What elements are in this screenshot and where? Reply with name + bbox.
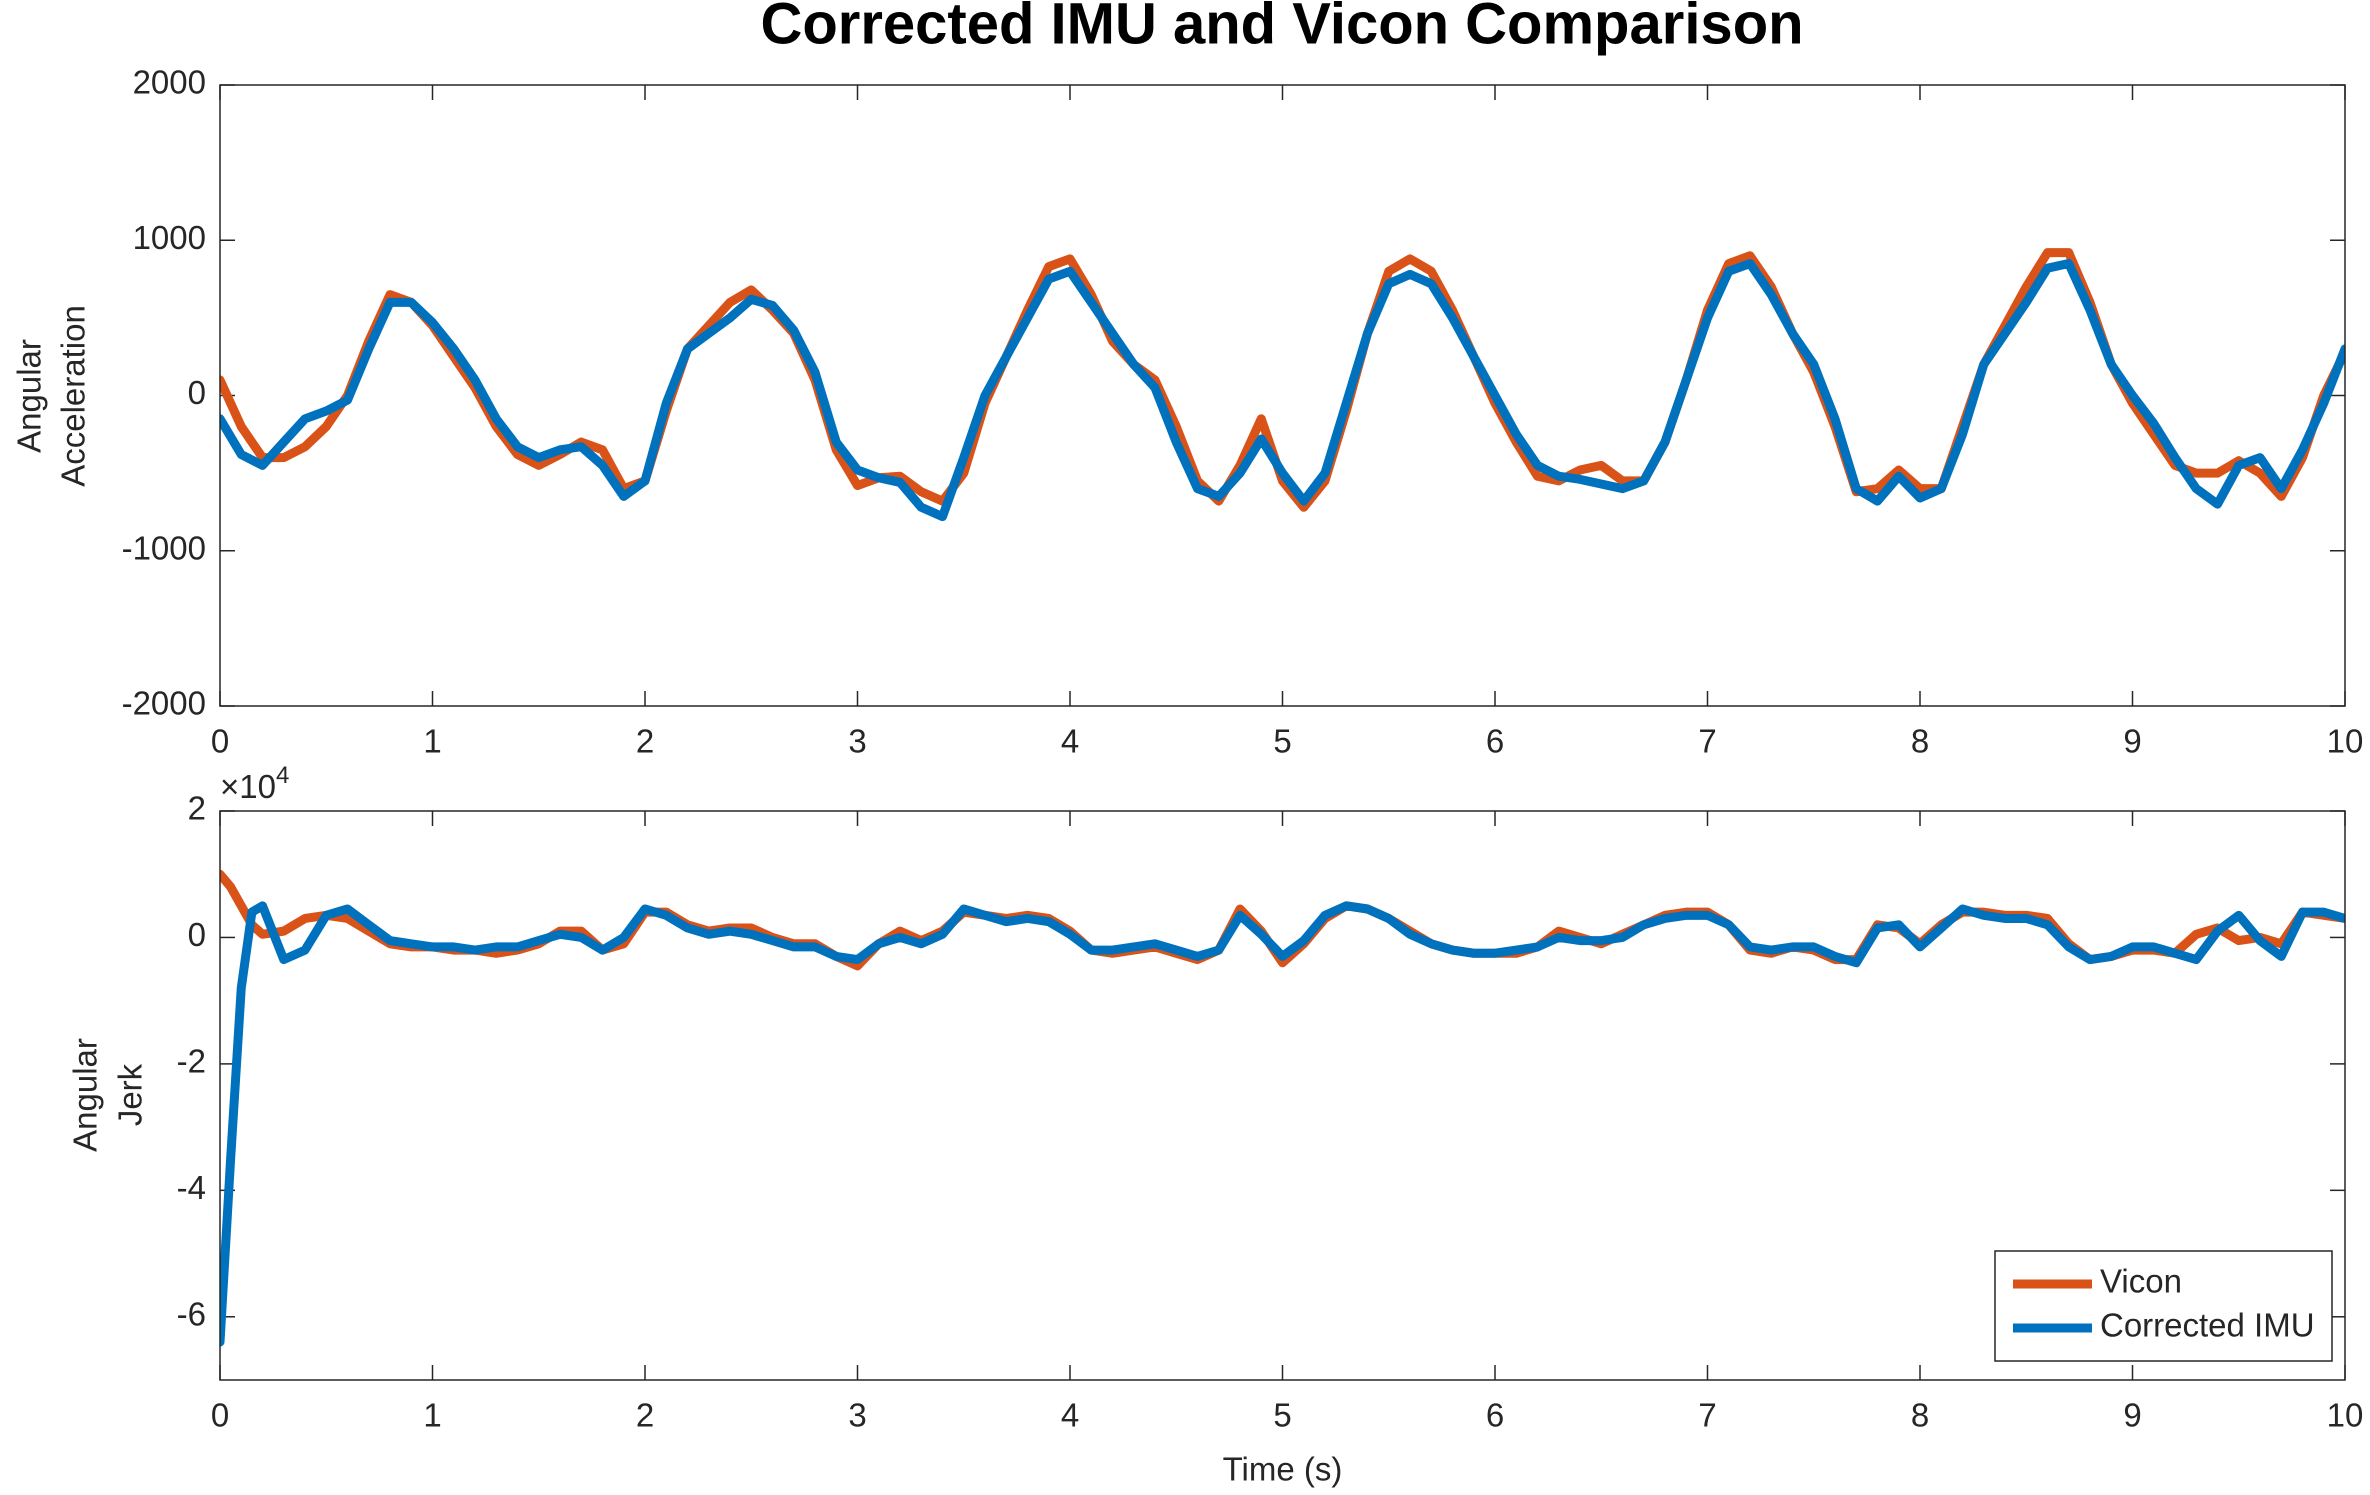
y-tick-label: 0: [188, 374, 206, 411]
x-tick-label: 1: [423, 723, 441, 760]
axes-frame: [219, 84, 2346, 707]
x-tick-label: 8: [1911, 1397, 1929, 1434]
x-tick-label: 4: [1061, 1397, 1079, 1434]
x-tick-label: 2: [636, 723, 654, 760]
legend-label: Vicon: [2100, 1263, 2182, 1300]
y-tick-label: -4: [177, 1169, 206, 1206]
x-tick-label: 6: [1486, 723, 1504, 760]
x-tick-label: 2: [636, 1397, 654, 1434]
x-tick-label: 0: [211, 1397, 229, 1434]
y-tick-label: 1000: [133, 219, 206, 256]
data-line: [220, 259, 2345, 522]
x-tick-label: 3: [848, 1397, 866, 1434]
plot-area: [220, 811, 2345, 1380]
x-tick-label: 0: [211, 723, 229, 760]
y-axis-label: Angular: [11, 339, 48, 453]
data-line: [220, 901, 2345, 1347]
x-tick-label: 7: [1698, 1397, 1716, 1434]
x-tick-label: 10: [2327, 723, 2364, 760]
x-tick-label: 9: [2123, 723, 2141, 760]
y-tick-label: -2000: [122, 685, 206, 722]
y-tick-label: -2: [177, 1043, 206, 1080]
x-tick-label: 9: [2123, 1397, 2141, 1434]
x-tick-label: 3: [848, 723, 866, 760]
x-tick-label: 1: [423, 1397, 441, 1434]
y-axis-label: Angular: [67, 1038, 104, 1152]
y-axis-label: Jerk: [112, 1063, 149, 1126]
plot-area: [220, 85, 2345, 706]
y-axis-label: Acceleration: [55, 305, 92, 487]
y-multiplier: ×104: [220, 762, 289, 804]
y-tick-label: 2: [188, 790, 206, 827]
y-multiplier-base: ×10: [220, 768, 276, 805]
y-tick-label: -1000: [122, 529, 206, 566]
x-tick-label: 4: [1061, 723, 1079, 760]
x-tick-label: 7: [1698, 723, 1716, 760]
x-axis-label: Time (s): [1223, 1451, 1343, 1488]
y-multiplier-exponent: 4: [276, 762, 289, 789]
y-tick-label: 2000: [133, 64, 206, 101]
x-tick-label: 10: [2327, 1397, 2364, 1434]
chart-title: Corrected IMU and Vicon Comparison: [760, 0, 1803, 56]
x-tick-label: 8: [1911, 723, 1929, 760]
y-tick-label: 0: [188, 916, 206, 953]
y-tick-label: -6: [177, 1295, 206, 1332]
legend-label: Corrected IMU: [2100, 1307, 2315, 1344]
x-tick-label: 5: [1273, 1397, 1291, 1434]
x-tick-label: 6: [1486, 1397, 1504, 1434]
axes-frame: [219, 810, 2346, 1381]
legend-box: [1994, 1250, 2333, 1362]
x-tick-label: 5: [1273, 723, 1291, 760]
